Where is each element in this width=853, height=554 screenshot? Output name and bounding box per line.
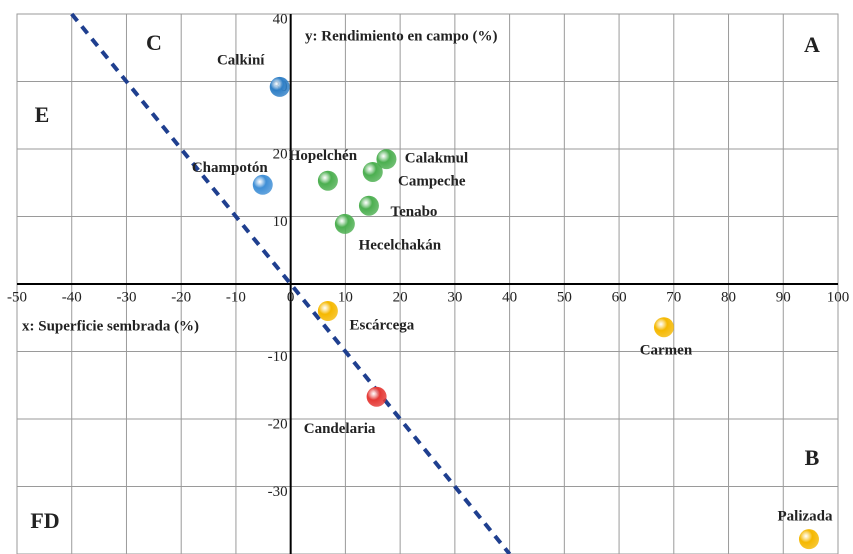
x-tick-label: 70	[666, 289, 681, 305]
y-tick-label: -30	[268, 484, 288, 500]
x-tick-label: -50	[7, 289, 27, 305]
quadrant-label: FD	[30, 508, 59, 533]
x-tick-label: 90	[776, 289, 791, 305]
point	[317, 301, 338, 321]
quadrant-label: E	[35, 102, 50, 127]
point	[317, 170, 338, 191]
point-label: Carmen	[640, 343, 693, 359]
x-tick-label: -10	[226, 289, 246, 305]
point-label: Tenabo	[390, 204, 437, 220]
point	[362, 161, 383, 182]
x-tick-label: -40	[62, 289, 82, 305]
x-tick-label: -30	[116, 289, 136, 305]
x-tick-label: 30	[447, 289, 462, 305]
x-tick-label: 80	[721, 289, 736, 305]
point-label: Hecelchakán	[359, 237, 442, 253]
x-tick-label: 100	[827, 289, 850, 305]
x-tick-label: 20	[393, 289, 408, 305]
y-tick-label: 40	[273, 11, 288, 27]
x-tick-label: 60	[612, 289, 627, 305]
x-axis-title: x: Superficie sembrada (%)	[22, 318, 199, 334]
point	[334, 213, 355, 234]
point-label: Hopelchén	[289, 148, 358, 164]
point	[366, 386, 387, 407]
x-tick-label: -20	[171, 289, 191, 305]
y-tick-label: -20	[268, 416, 288, 432]
x-tick-label: 0	[287, 289, 295, 305]
point-label: Calkiní	[217, 52, 265, 68]
point	[653, 317, 674, 338]
point	[269, 76, 290, 97]
trend-line	[70, 12, 512, 554]
y-tick-label: 20	[273, 146, 288, 162]
y-tick-label: -40	[268, 551, 288, 554]
point-label: Palizada	[777, 509, 832, 525]
quadrant-label: B	[805, 445, 820, 470]
quadrant-label: A	[804, 32, 820, 57]
point-label: Escárcega	[350, 317, 415, 333]
point	[358, 195, 379, 216]
y-tick-label: -10	[268, 349, 288, 365]
x-tick-label: 50	[557, 289, 572, 305]
point-label: Campeche	[398, 173, 466, 189]
y-tick-label: 10	[273, 214, 288, 230]
point-label: Champotón	[192, 160, 269, 176]
point	[376, 149, 397, 170]
x-tick-label: 10	[338, 289, 353, 305]
quadrant-label: C	[146, 30, 162, 55]
point	[252, 174, 273, 195]
y-axis-title: y: Rendimiento en campo (%)	[305, 28, 497, 44]
point	[798, 529, 819, 550]
point-label: Calakmul	[405, 151, 468, 167]
x-tick-label: 40	[502, 289, 517, 305]
point-label: Candelaria	[304, 421, 376, 437]
